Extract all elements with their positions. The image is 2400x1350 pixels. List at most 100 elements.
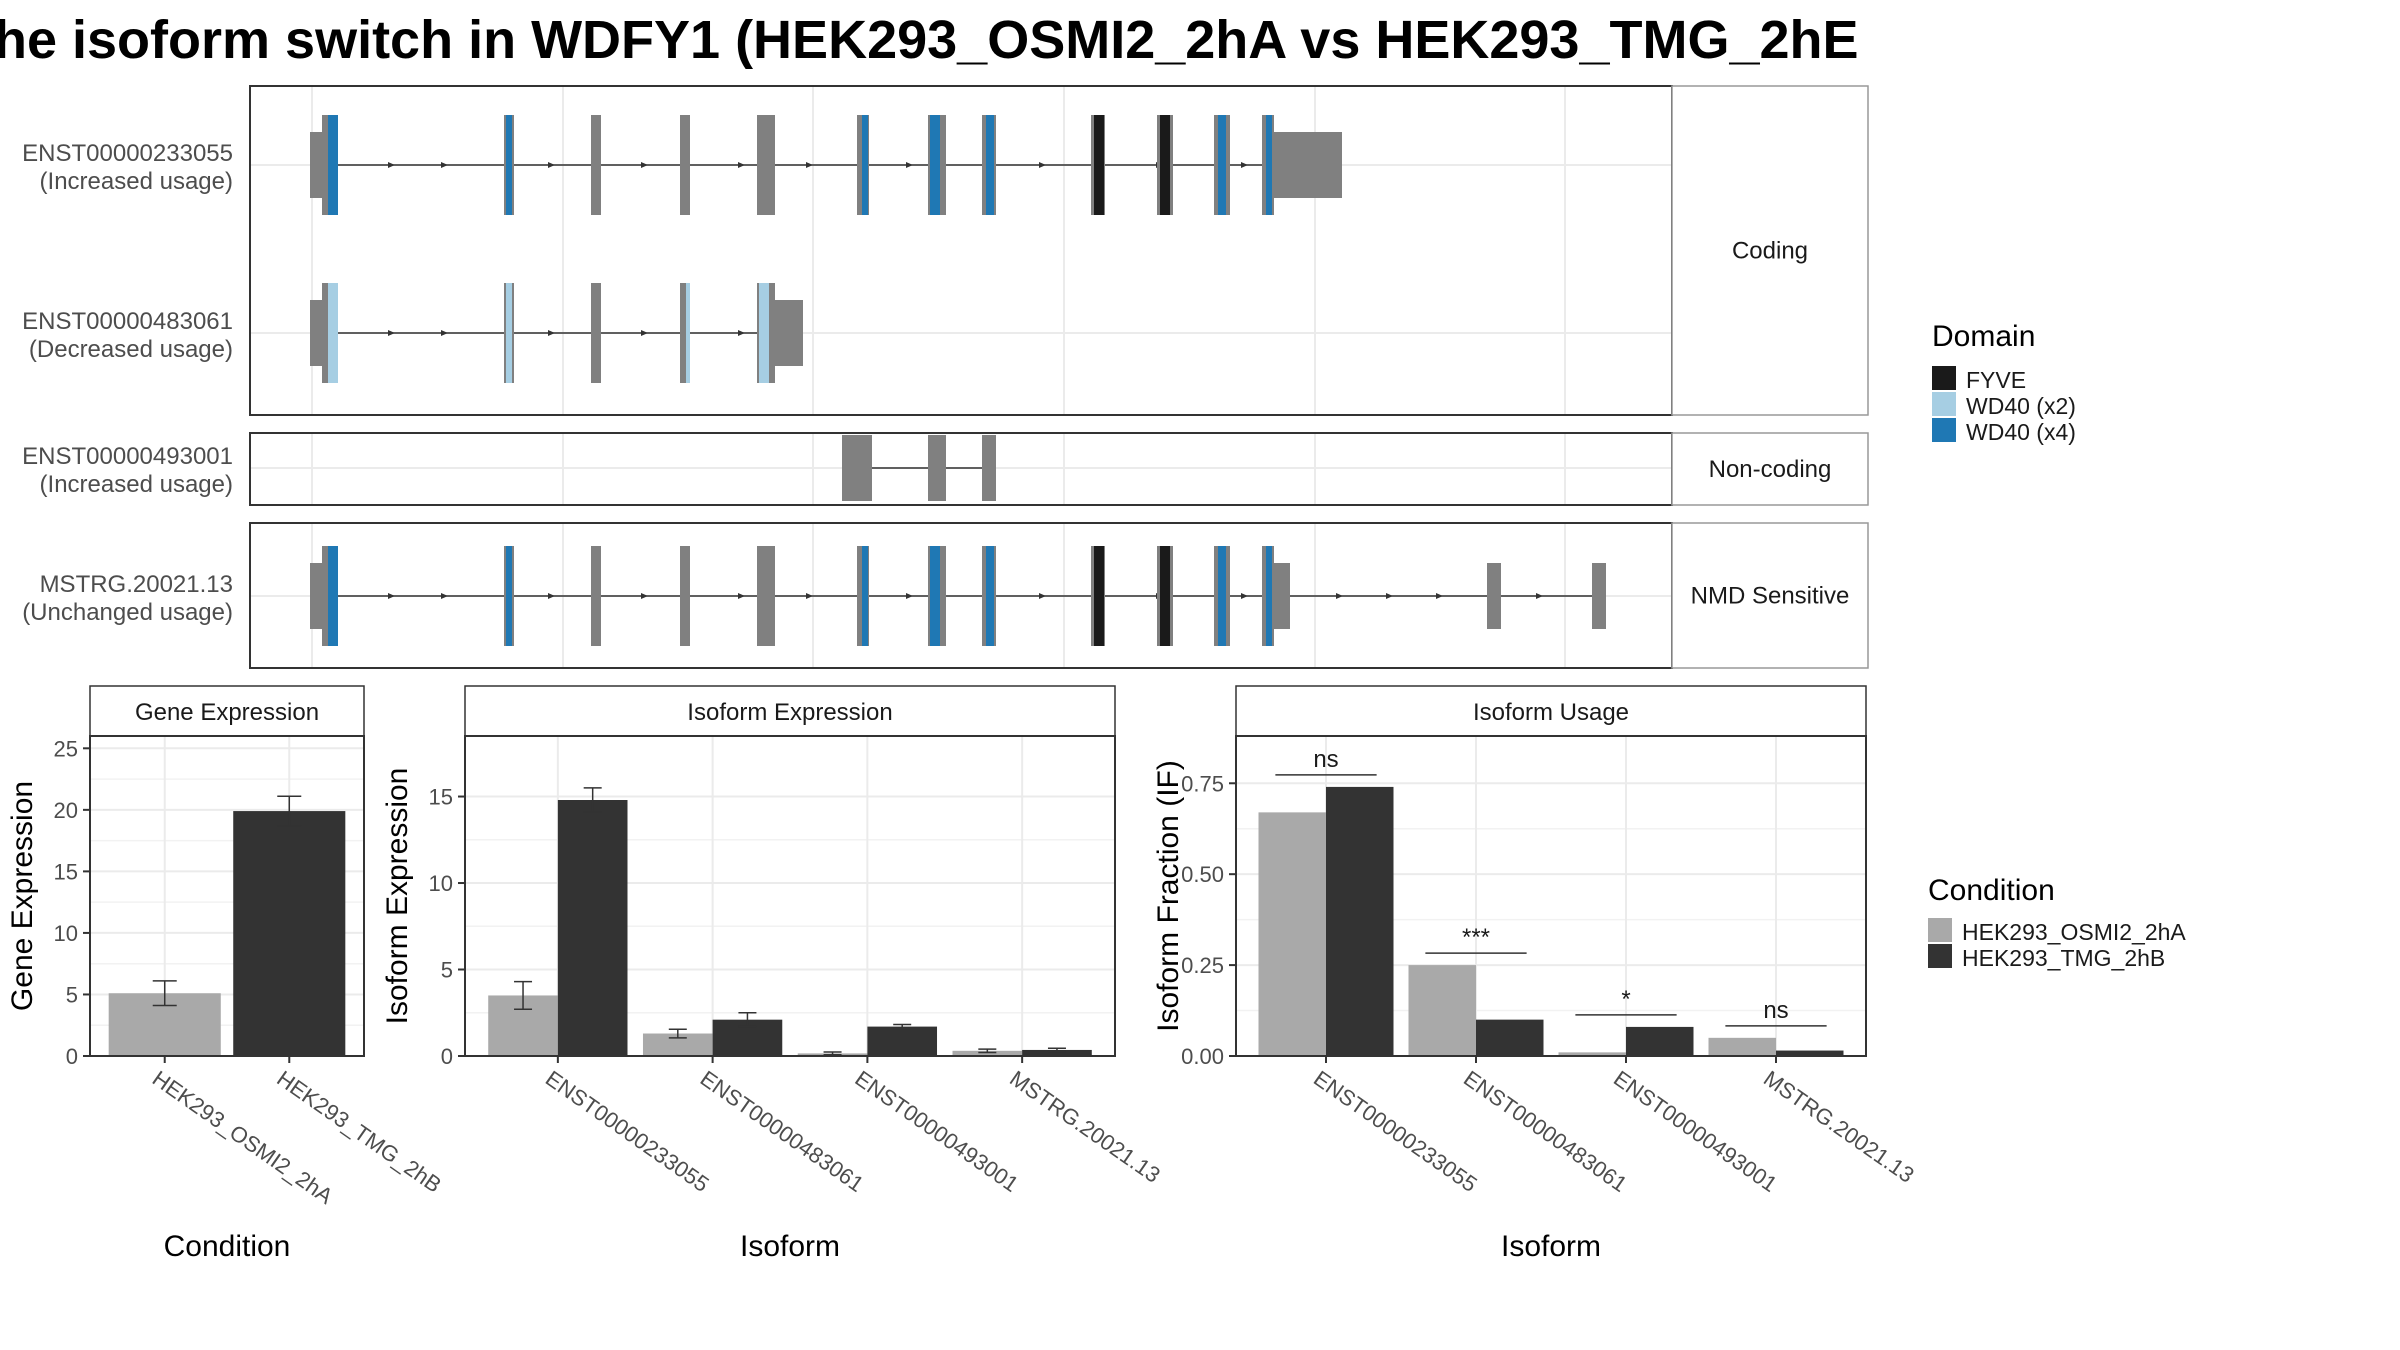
intron-arrow [548,162,555,168]
transcript-category-label: NMD Sensitive [1691,583,1850,610]
exon [591,283,601,383]
legend-label-fyve: FYVE [1966,367,2026,393]
bar [1558,1052,1626,1056]
intron-arrow [641,593,648,599]
transcript-strip [1671,432,1869,506]
domain-segment [1266,546,1272,646]
intron-arrow [1436,593,1443,599]
y-tick-label: 25 [54,736,78,761]
domain-segment [1094,115,1104,215]
bar [867,1026,938,1056]
intron-arrow [738,593,745,599]
bar [1022,1049,1092,1056]
y-tick-label: 0 [66,1044,78,1069]
condition-legend: Condition HEK293_OSMI2_2hA HEK293_TMG_2h… [1928,874,2186,971]
intron-arrow [738,330,745,336]
domain-segment [328,546,338,646]
bar [1626,1026,1694,1056]
y-tick-label: 5 [441,958,453,983]
bar [952,1050,1023,1056]
intron-arrow [906,593,913,599]
bar [1776,1050,1844,1056]
y-tick-label: 0.75 [1181,771,1224,796]
x-tick-label: ENST00000483061 [696,1066,869,1197]
chart-title: Isoform Usage [1473,699,1629,726]
exon [310,132,324,198]
transcript-panel-bg [250,86,1672,415]
significance-label: ns [1763,997,1788,1024]
intron-arrow [906,162,913,168]
legend-swatch-wd40-x2 [1932,392,1956,416]
x-tick-label: ENST00000493001 [1609,1066,1782,1197]
y-tick-label: 20 [54,798,78,823]
intron-arrow [548,593,555,599]
legend-swatch-cond2 [1928,944,1952,968]
y-tick-label: 5 [66,982,78,1007]
bar [1258,812,1326,1056]
isoform-id-label: ENST00000483061 [22,308,233,335]
plot-border [1235,735,1867,1057]
isoform-id-label: ENST00000493001 [22,443,233,470]
plot-border [89,735,365,1057]
exon [680,283,690,383]
y-tick-label: 15 [54,859,78,884]
exon [680,115,690,215]
chart-title: Gene Expression [135,699,319,726]
x-axis-title: Condition [164,1230,291,1263]
y-tick-label: 0.25 [1181,953,1224,978]
domain-segment [1266,115,1272,215]
intron-arrow [641,330,648,336]
x-tick-label: ENST00000233055 [1309,1066,1482,1197]
y-tick-label: 15 [429,785,453,810]
intron-arrow [441,593,448,599]
plot-border [464,735,1116,1057]
intron-arrow [1386,593,1393,599]
significance-label: *** [1462,924,1490,951]
y-tick-label: 0.50 [1181,862,1224,887]
domain-segment [986,546,994,646]
transcript-strip [1671,522,1869,669]
intron-arrow [738,162,745,168]
intron-arrow [1336,593,1343,599]
domain-segment [862,115,868,215]
x-axis-title: Isoform [740,1230,840,1263]
bar [233,811,346,1056]
exon [591,546,601,646]
intron-arrow [806,593,813,599]
condition-legend-title: Condition [1928,874,2055,907]
y-tick-label: 10 [54,921,78,946]
intron-arrow [388,162,395,168]
isoform-usage-label: (Decreased usage) [29,336,233,363]
domain-legend: Domain FYVE WD40 (x2) WD40 (x4) [1932,320,2076,445]
isoform-usage-label: (Increased usage) [40,471,233,498]
domain-segment [759,283,769,383]
main-title: he isoform switch in WDFY1 (HEK293_OSMI2… [0,10,1859,70]
y-axis-title: Isoform Fraction (IF) [1152,760,1185,1032]
intron-arrow [548,330,555,336]
exon [310,300,324,366]
legend-swatch-fyve [1932,366,1956,390]
intron-arrow [388,330,395,336]
exon [1272,132,1342,198]
x-tick-label: ENST00000483061 [1459,1066,1632,1197]
transcript-strip [1671,85,1869,416]
intron-arrow [806,162,813,168]
exon [775,300,803,366]
exon [757,115,775,215]
transcript-category-label: Coding [1732,238,1808,265]
chart-title: Isoform Expression [687,699,892,726]
domain-segment [930,546,940,646]
exon [757,546,775,646]
legend-label-wd40-x2: WD40 (x2) [1966,393,2076,419]
exon [1272,563,1290,629]
bar [1326,786,1394,1056]
domain-segment [1094,546,1104,646]
exon [680,546,690,646]
intron-arrow [441,162,448,168]
intron-arrow [1536,593,1543,599]
y-tick-label: 0 [441,1044,453,1069]
x-tick-label: MSTRG.20021.13 [1005,1066,1165,1188]
domain-segment [1160,115,1170,215]
x-axis-title: Isoform [1501,1230,1601,1263]
